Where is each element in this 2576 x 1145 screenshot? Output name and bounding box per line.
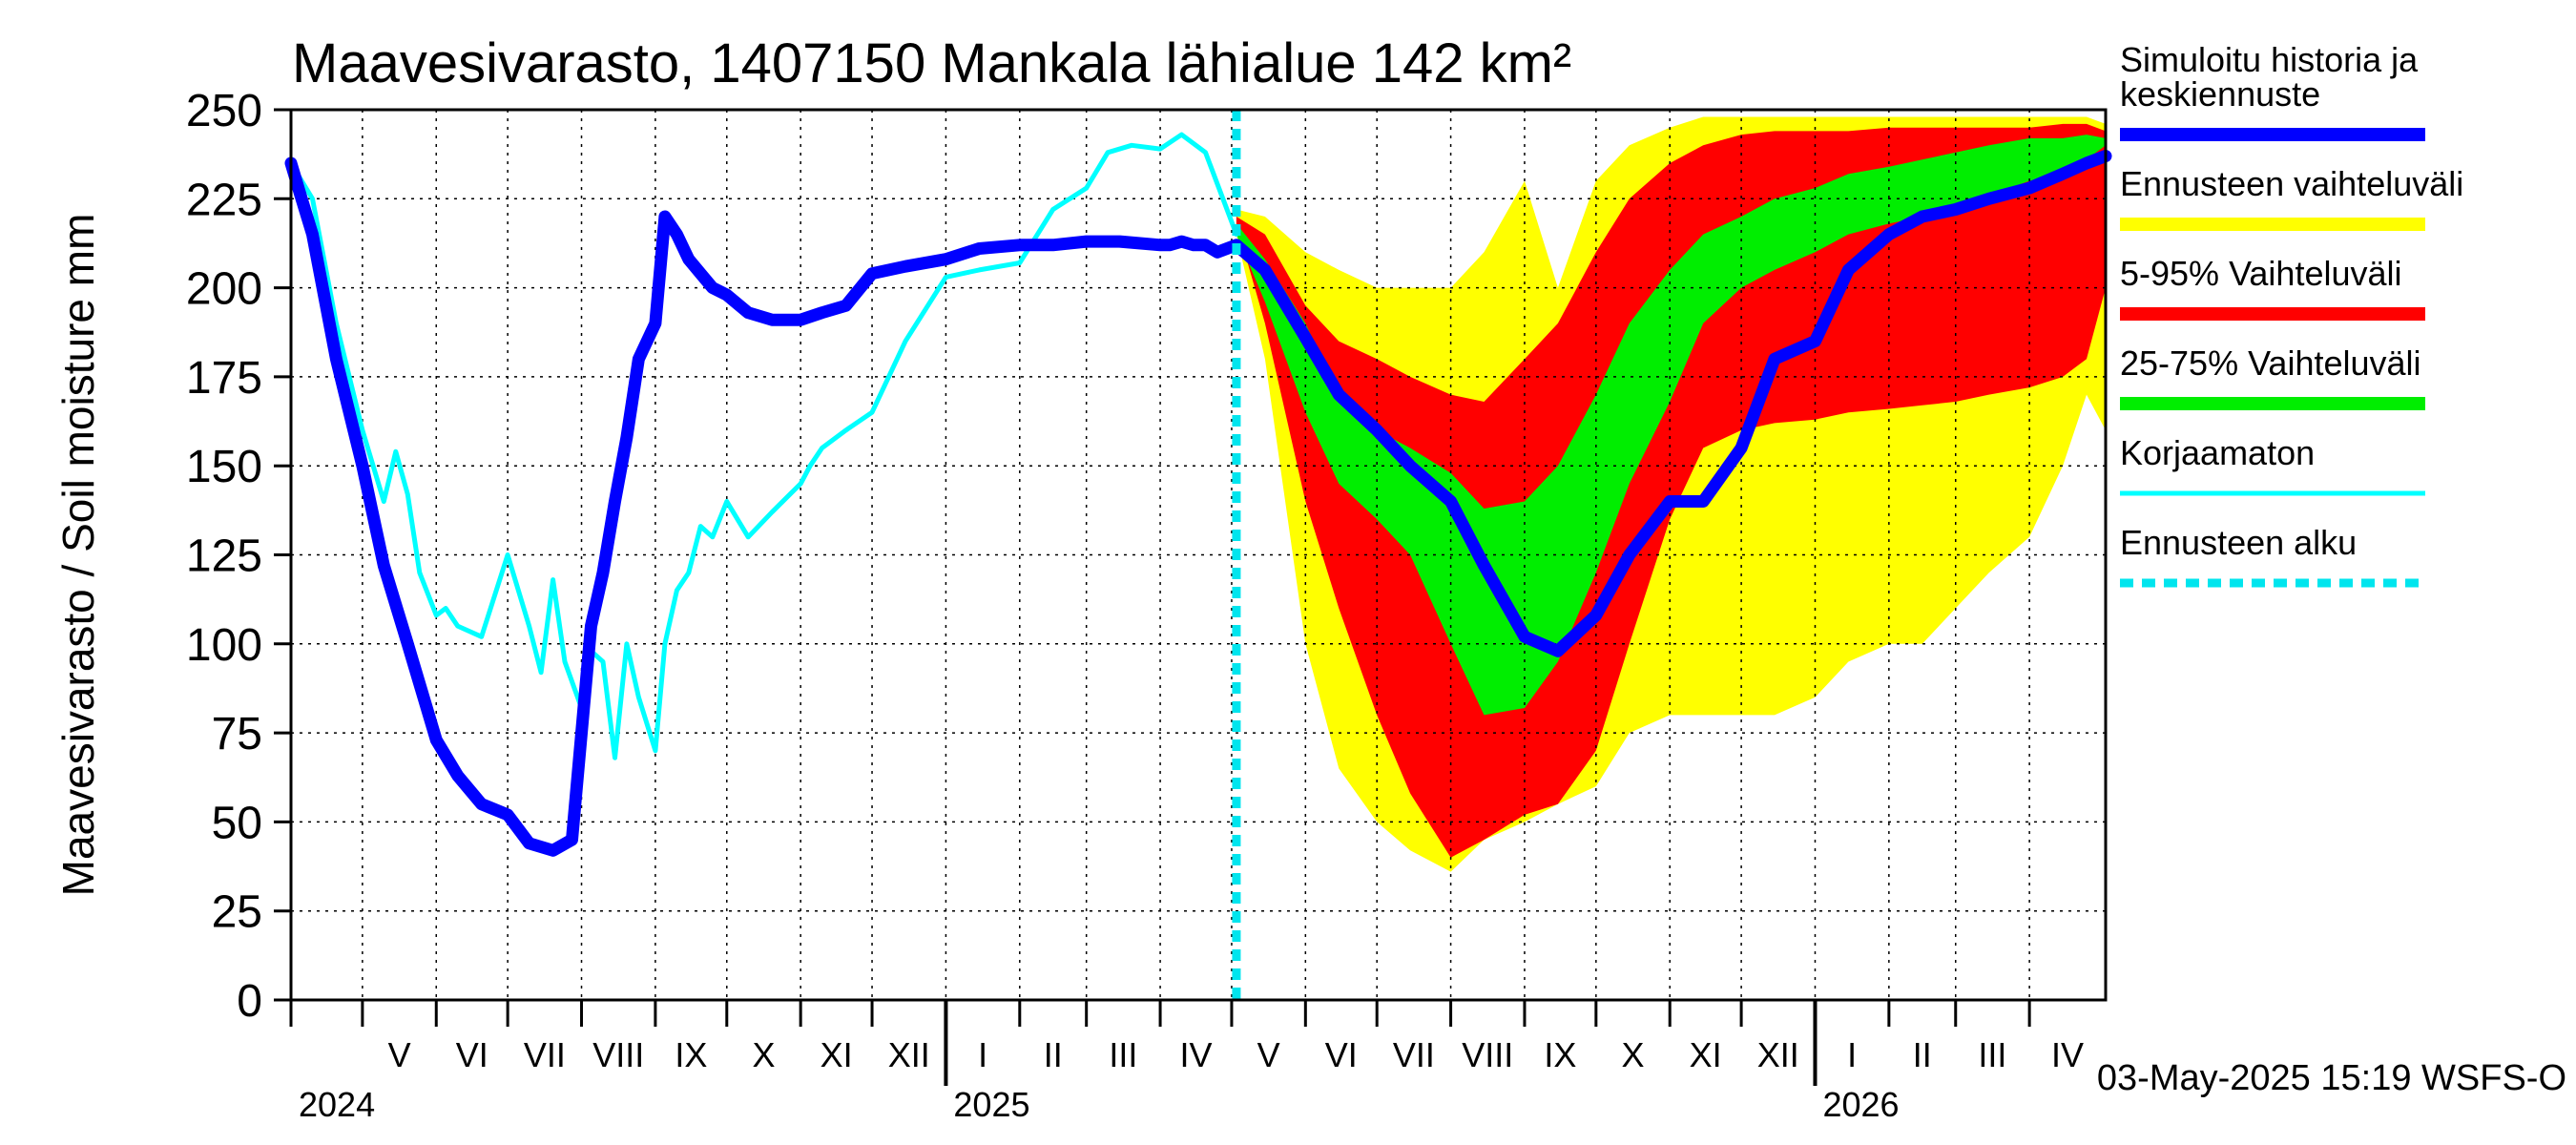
series-line-0 bbox=[284, 150, 2112, 857]
month-label: V bbox=[1257, 1035, 1280, 1074]
month-label: I bbox=[978, 1035, 987, 1074]
month-label: VI bbox=[456, 1035, 488, 1074]
month-label: VII bbox=[1393, 1035, 1435, 1074]
y-tick-label: 0 bbox=[237, 976, 262, 1027]
y-tick-label: 50 bbox=[212, 798, 262, 848]
month-label: III bbox=[1109, 1035, 1137, 1074]
y-tick-label: 225 bbox=[186, 175, 262, 225]
y-tick-label: 100 bbox=[186, 620, 262, 671]
y-tick-label: 150 bbox=[186, 442, 262, 492]
month-label: IX bbox=[675, 1035, 707, 1074]
month-label: XII bbox=[888, 1035, 930, 1074]
y-tick-label: 250 bbox=[186, 86, 262, 136]
month-label: X bbox=[1622, 1035, 1645, 1074]
band-2 bbox=[1236, 135, 2106, 716]
month-label: V bbox=[388, 1035, 411, 1074]
legend-label-4: Korjaamaton bbox=[2120, 433, 2315, 472]
legend-label-0: Simuloitu historia ja bbox=[2120, 40, 2419, 79]
year-label: 2026 bbox=[1822, 1085, 1899, 1124]
month-label: XI bbox=[1690, 1035, 1722, 1074]
y-tick-label: 200 bbox=[186, 264, 262, 315]
legend-label-2: 5-95% Vaihteluväli bbox=[2120, 254, 2402, 293]
y-tick-label: 175 bbox=[186, 353, 262, 404]
month-label: XII bbox=[1757, 1035, 1799, 1074]
month-label: VII bbox=[524, 1035, 566, 1074]
chart-title: Maavesivarasto, 1407150 Mankala lähialue… bbox=[292, 32, 1571, 94]
month-label: IX bbox=[1544, 1035, 1576, 1074]
y-axis-label: Maavesivarasto / Soil moisture mm bbox=[53, 214, 103, 897]
year-label: 2024 bbox=[299, 1085, 375, 1124]
month-label: I bbox=[1847, 1035, 1857, 1074]
month-label: VIII bbox=[1462, 1035, 1513, 1074]
timestamp-footer: 03-May-2025 15:19 WSFS-O bbox=[2097, 1058, 2566, 1098]
legend-label-0: keskiennuste bbox=[2120, 74, 2320, 114]
y-tick-label: 25 bbox=[212, 887, 262, 938]
month-label: VI bbox=[1325, 1035, 1358, 1074]
legend-label-3: 25-75% Vaihteluväli bbox=[2120, 344, 2421, 383]
month-label: III bbox=[1978, 1035, 2006, 1074]
month-label: XI bbox=[821, 1035, 853, 1074]
month-label: II bbox=[1044, 1035, 1063, 1074]
month-label: II bbox=[1913, 1035, 1932, 1074]
month-label: IV bbox=[1179, 1035, 1212, 1074]
series-line-1 bbox=[288, 132, 1239, 760]
y-tick-label: 75 bbox=[212, 709, 262, 760]
month-label: VIII bbox=[592, 1035, 644, 1074]
legend-label-1: Ennusteen vaihteluväli bbox=[2120, 164, 2463, 203]
month-label: IV bbox=[2051, 1035, 2084, 1074]
y-tick-label: 125 bbox=[186, 531, 262, 582]
month-label: X bbox=[752, 1035, 775, 1074]
legend-label-5: Ennusteen alku bbox=[2120, 523, 2357, 562]
year-label: 2025 bbox=[953, 1085, 1029, 1124]
